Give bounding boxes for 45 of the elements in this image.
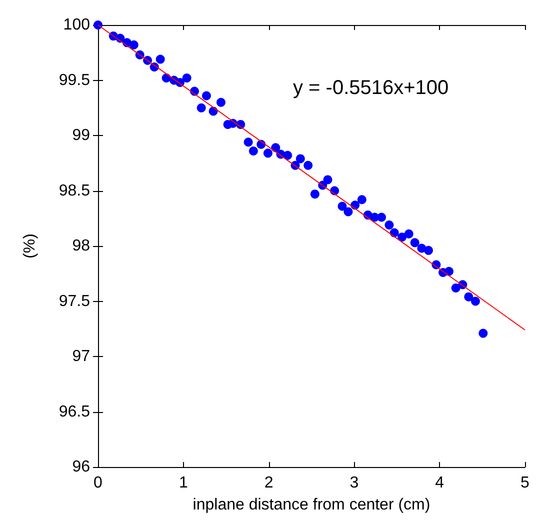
point [404, 229, 414, 238]
point [129, 40, 138, 50]
point [196, 103, 206, 112]
x-tick-label: 1 [178, 474, 188, 492]
point [216, 98, 226, 107]
point [478, 328, 488, 338]
y-tick-label: 97.5 [58, 292, 90, 310]
x-axis-title: inplane distance from center (cm) [192, 496, 430, 514]
point [424, 246, 433, 255]
point [377, 212, 386, 222]
point [310, 190, 320, 199]
point [338, 202, 347, 211]
x-tick-label: 3 [350, 474, 359, 492]
y-tick-label: 100 [63, 16, 90, 34]
annotation: y = -0.5516x+100 [293, 77, 449, 99]
point [470, 296, 480, 306]
point [410, 238, 420, 248]
y-tick-label: 99.5 [58, 72, 90, 89]
y-tick-label: 96 [72, 458, 90, 476]
x-tick-label: 0 [94, 474, 103, 492]
y-tick-label: 97 [72, 348, 90, 365]
x-tick-label: 2 [264, 474, 274, 492]
x-tick-label: 5 [520, 474, 530, 492]
point [248, 146, 258, 156]
point [451, 283, 460, 292]
point [283, 150, 292, 160]
y-tick-label: 98.5 [58, 182, 90, 200]
point [182, 74, 192, 83]
point [244, 138, 253, 147]
point [464, 292, 474, 302]
y-tick-label: 98 [72, 238, 90, 254]
y-tick-label: 96.5 [58, 403, 90, 420]
point [304, 160, 313, 170]
point [384, 220, 394, 230]
x-tick-label: 4 [435, 474, 444, 492]
y-tick-label: 99 [72, 127, 90, 144]
point [263, 148, 272, 158]
y-axis-title: (%) [22, 234, 38, 258]
point [323, 175, 332, 184]
point [344, 207, 353, 216]
point [296, 154, 305, 164]
point [156, 54, 165, 64]
point [357, 195, 366, 204]
point [202, 91, 211, 100]
point [444, 266, 454, 276]
